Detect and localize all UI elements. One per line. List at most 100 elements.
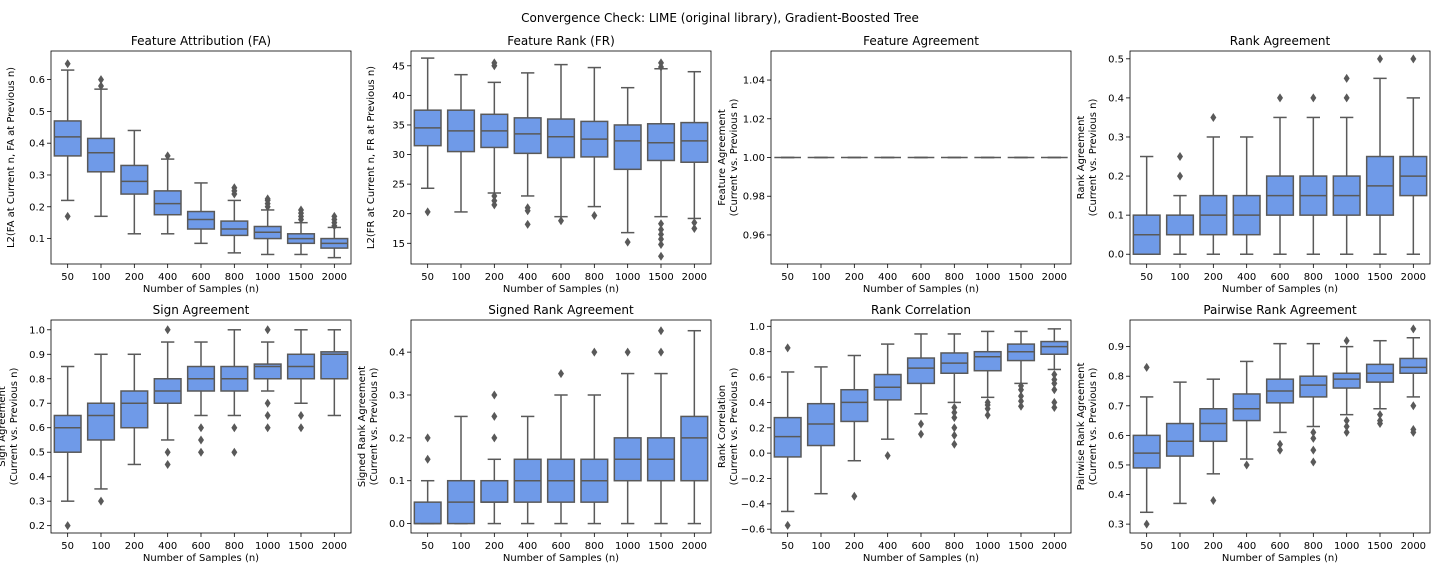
- axes-frame: [50, 319, 352, 534]
- x-axis-label: Number of Samples (n): [1222, 553, 1338, 564]
- y-tick-label: 0.5: [1108, 54, 1124, 65]
- y-tick-label: 0.7: [1108, 401, 1124, 412]
- x-tick-label: 1000: [615, 272, 640, 283]
- y-tick-label: 35: [392, 120, 405, 131]
- iqr-box: [906, 357, 936, 385]
- outlier-point: [1310, 427, 1317, 437]
- y-tick-label: 0.6: [1108, 431, 1124, 442]
- outlier-point: [331, 211, 338, 221]
- outlier-point: [918, 419, 924, 429]
- box-400: [153, 151, 182, 235]
- outlier-point: [1018, 391, 1024, 401]
- outlier-point: [424, 207, 431, 217]
- outlier-point: [264, 194, 271, 204]
- x-tick-label: 2000: [682, 541, 707, 552]
- axes-frame: [410, 50, 712, 265]
- outlier-point: [784, 520, 791, 530]
- y-tick-label: 0.3: [1108, 520, 1124, 531]
- outlier-point: [1377, 416, 1383, 426]
- x-tick-label: 2000: [322, 541, 347, 552]
- x-tick-label: 1000: [1334, 272, 1359, 283]
- outlier-point: [658, 239, 664, 249]
- x-tick-label: 2000: [1042, 272, 1067, 283]
- box-1000: [1332, 336, 1361, 437]
- box-2000: [680, 329, 709, 525]
- box-1500: [646, 326, 676, 525]
- iqr-box: [120, 390, 149, 429]
- outlier-point: [231, 447, 238, 457]
- box-1500: [1365, 339, 1395, 429]
- box-2000: [1399, 54, 1428, 255]
- iqr-box: [546, 118, 576, 159]
- x-tick-label: 800: [585, 541, 604, 552]
- y-axis-label: Rank Correlation: [717, 385, 728, 468]
- x-tick-label: 100: [451, 541, 470, 552]
- outlier-point: [1277, 439, 1283, 449]
- box-400: [1232, 360, 1261, 470]
- x-tick-label: 50: [421, 541, 434, 552]
- box-1500: [286, 329, 316, 433]
- outlier-point: [1243, 460, 1250, 470]
- outlier-point: [951, 439, 958, 449]
- x-tick-label: 200: [845, 272, 864, 283]
- iqr-box: [153, 190, 182, 216]
- x-tick-label: 2000: [322, 272, 347, 283]
- iqr-box: [680, 415, 709, 482]
- box-200: [480, 58, 509, 210]
- outlier-point: [1277, 445, 1283, 455]
- box-2000: [1399, 324, 1428, 437]
- panel-7: Rank Correlation −0.6 −0.4 −0.2 0.0 0.2 0.4 0.6…: [717, 303, 1072, 564]
- box-200: [480, 390, 509, 525]
- outlier-point: [951, 408, 958, 418]
- y-tick-label: 0.98: [743, 192, 765, 203]
- outlier-point: [1377, 410, 1383, 420]
- outlier-point: [658, 225, 664, 235]
- iqr-box: [413, 501, 442, 525]
- outlier-point: [1343, 336, 1350, 346]
- outlier-point: [64, 59, 71, 69]
- panel-title: Pairwise Rank Agreement: [1203, 303, 1357, 317]
- outlier-point: [1343, 416, 1350, 426]
- y-tick-label: 0.2: [749, 423, 765, 434]
- outlier-point: [1410, 424, 1417, 434]
- box-100: [1165, 381, 1195, 505]
- outlier-point: [884, 451, 891, 461]
- outlier-point: [658, 347, 664, 357]
- y-tick-label: 20: [392, 209, 405, 220]
- x-tick-label: 600: [551, 541, 570, 552]
- y-axis-label: (Current vs. Previous n): [9, 368, 20, 486]
- axes-frame: [410, 319, 712, 534]
- outlier-point: [1177, 152, 1183, 162]
- outlier-point: [298, 423, 304, 433]
- x-tick-label: 600: [191, 272, 210, 283]
- box-200: [120, 353, 149, 466]
- x-tick-label: 800: [1304, 272, 1323, 283]
- outlier-point: [164, 459, 171, 469]
- outlier-point: [98, 81, 104, 91]
- y-tick-label: 0.4: [1108, 93, 1124, 104]
- x-tick-label: 400: [518, 272, 537, 283]
- box-1500: [646, 58, 676, 261]
- x-tick-label: 600: [1270, 541, 1289, 552]
- outlier-point: [658, 326, 664, 336]
- outlier-point: [1018, 396, 1024, 406]
- panel-title: Rank Agreement: [1230, 34, 1331, 48]
- x-tick-label: 100: [811, 272, 830, 283]
- panels: Feature Attribution (FA) 0.1 0.2 0.3 0.4 0.5 0…: [0, 34, 1431, 564]
- outlier-point: [264, 325, 271, 335]
- y-tick-label: 1.04: [743, 76, 765, 87]
- x-axis-label: Number of Samples (n): [863, 553, 979, 564]
- x-tick-label: 200: [845, 541, 864, 552]
- iqr-box: [1132, 434, 1161, 469]
- outlier-point: [1018, 381, 1024, 391]
- panel-3: Feature Agreement 0.96 0.98 1.00 1.02 1.04 50 1…: [717, 34, 1072, 295]
- box-100: [446, 73, 476, 213]
- outlier-point: [691, 224, 698, 233]
- iqr-box: [840, 388, 869, 423]
- box-600: [546, 369, 576, 525]
- y-tick-label: 1.00: [743, 153, 765, 164]
- outlier-point: [264, 398, 271, 408]
- iqr-box: [253, 363, 282, 380]
- box-200: [1199, 112, 1228, 255]
- x-tick-label: 50: [61, 272, 74, 283]
